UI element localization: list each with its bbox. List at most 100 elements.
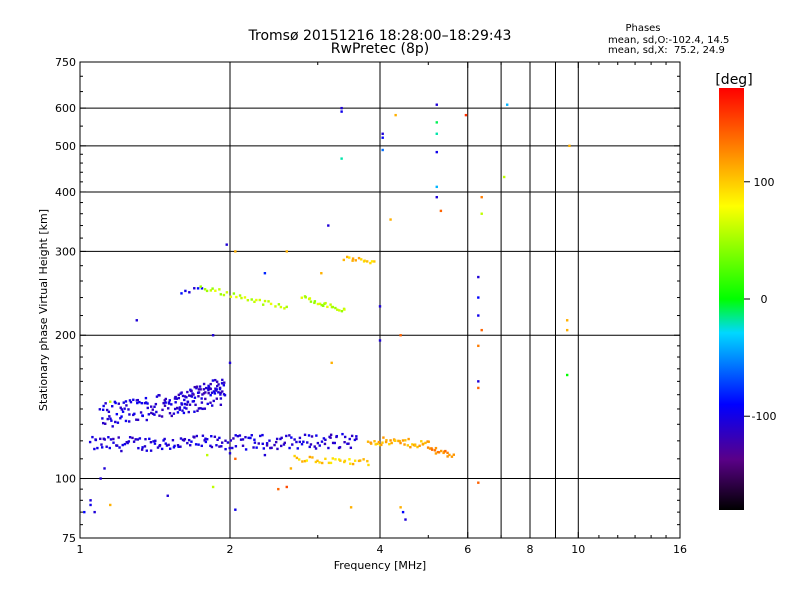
data-point	[340, 110, 343, 113]
data-point	[273, 443, 276, 447]
data-point	[234, 250, 237, 253]
data-point	[167, 443, 170, 447]
data-point	[96, 446, 99, 450]
data-point	[176, 406, 179, 410]
data-point	[201, 407, 204, 411]
data-point	[308, 297, 312, 300]
data-point	[193, 436, 196, 439]
data-point	[188, 403, 192, 406]
data-point	[275, 437, 279, 441]
data-point	[298, 440, 302, 444]
data-point	[197, 407, 201, 410]
data-point	[200, 397, 203, 400]
data-point	[296, 447, 299, 450]
data-point	[211, 287, 214, 290]
data-point	[209, 394, 212, 397]
data-point	[218, 387, 222, 391]
data-point	[313, 445, 316, 448]
data-point	[363, 259, 366, 262]
data-point	[181, 409, 184, 412]
data-point	[141, 414, 144, 417]
data-point	[349, 446, 353, 449]
data-point	[205, 289, 209, 293]
data-point	[100, 443, 103, 446]
data-point	[384, 440, 388, 444]
data-point	[374, 443, 377, 446]
data-point	[329, 461, 333, 465]
data-point	[329, 303, 332, 306]
data-point	[565, 373, 569, 377]
data-point	[131, 436, 134, 440]
data-point	[199, 285, 202, 288]
data-point	[308, 445, 311, 449]
data-point	[236, 434, 240, 438]
grid-lines	[80, 62, 680, 538]
data-point	[114, 401, 117, 405]
data-point	[253, 300, 256, 304]
data-point	[398, 439, 401, 443]
data-point	[184, 289, 187, 293]
x-tick-label: 2	[227, 543, 234, 556]
data-point	[338, 309, 341, 312]
data-point	[355, 437, 358, 441]
data-point	[210, 404, 214, 407]
stats-x: mean, sd,X: 75.2, 24.9	[608, 45, 725, 56]
colorbar-gradient	[719, 88, 744, 510]
data-point	[180, 402, 183, 405]
data-point	[136, 438, 140, 441]
data-point	[212, 390, 216, 393]
data-point	[250, 434, 253, 437]
data-point	[450, 455, 454, 458]
data-point	[193, 396, 197, 399]
data-point	[452, 453, 456, 456]
data-point	[112, 441, 115, 444]
data-point	[279, 305, 283, 309]
data-point	[193, 410, 196, 413]
data-point	[158, 394, 161, 397]
data-point	[310, 435, 314, 438]
data-point	[141, 446, 144, 449]
data-point	[153, 413, 156, 416]
data-point	[343, 440, 346, 444]
data-point	[187, 410, 190, 414]
data-point	[348, 437, 351, 441]
data-point	[285, 250, 288, 253]
data-point	[324, 457, 327, 461]
data-point	[168, 447, 172, 450]
data-point	[357, 256, 361, 260]
data-point	[151, 408, 154, 411]
data-point	[106, 417, 109, 421]
data-point	[446, 451, 449, 455]
data-point	[430, 448, 434, 451]
data-point	[311, 456, 314, 459]
data-point	[313, 301, 316, 305]
data-point	[334, 458, 337, 461]
data-point	[214, 387, 217, 390]
data-point	[185, 396, 188, 399]
data-point	[265, 442, 269, 445]
data-point	[315, 434, 318, 437]
data-point	[197, 388, 201, 391]
data-point	[218, 288, 221, 291]
data-point	[220, 382, 224, 385]
data-point	[314, 460, 318, 464]
data-point	[190, 440, 193, 443]
data-point	[399, 441, 402, 445]
data-point	[253, 438, 256, 441]
data-point	[109, 400, 112, 403]
data-point	[188, 291, 191, 294]
colorbar-label: [deg]	[715, 72, 752, 88]
y-tick-label: 300	[55, 245, 76, 258]
data-point	[147, 413, 151, 416]
data-point	[437, 451, 441, 454]
data-point	[303, 433, 307, 437]
data-point	[376, 442, 379, 446]
data-point	[258, 298, 261, 302]
data-point	[210, 445, 214, 449]
data-point	[183, 402, 187, 406]
data-point	[477, 275, 480, 279]
data-point	[355, 435, 358, 438]
data-point	[123, 407, 126, 410]
data-point	[401, 510, 405, 514]
data-point	[434, 446, 438, 450]
